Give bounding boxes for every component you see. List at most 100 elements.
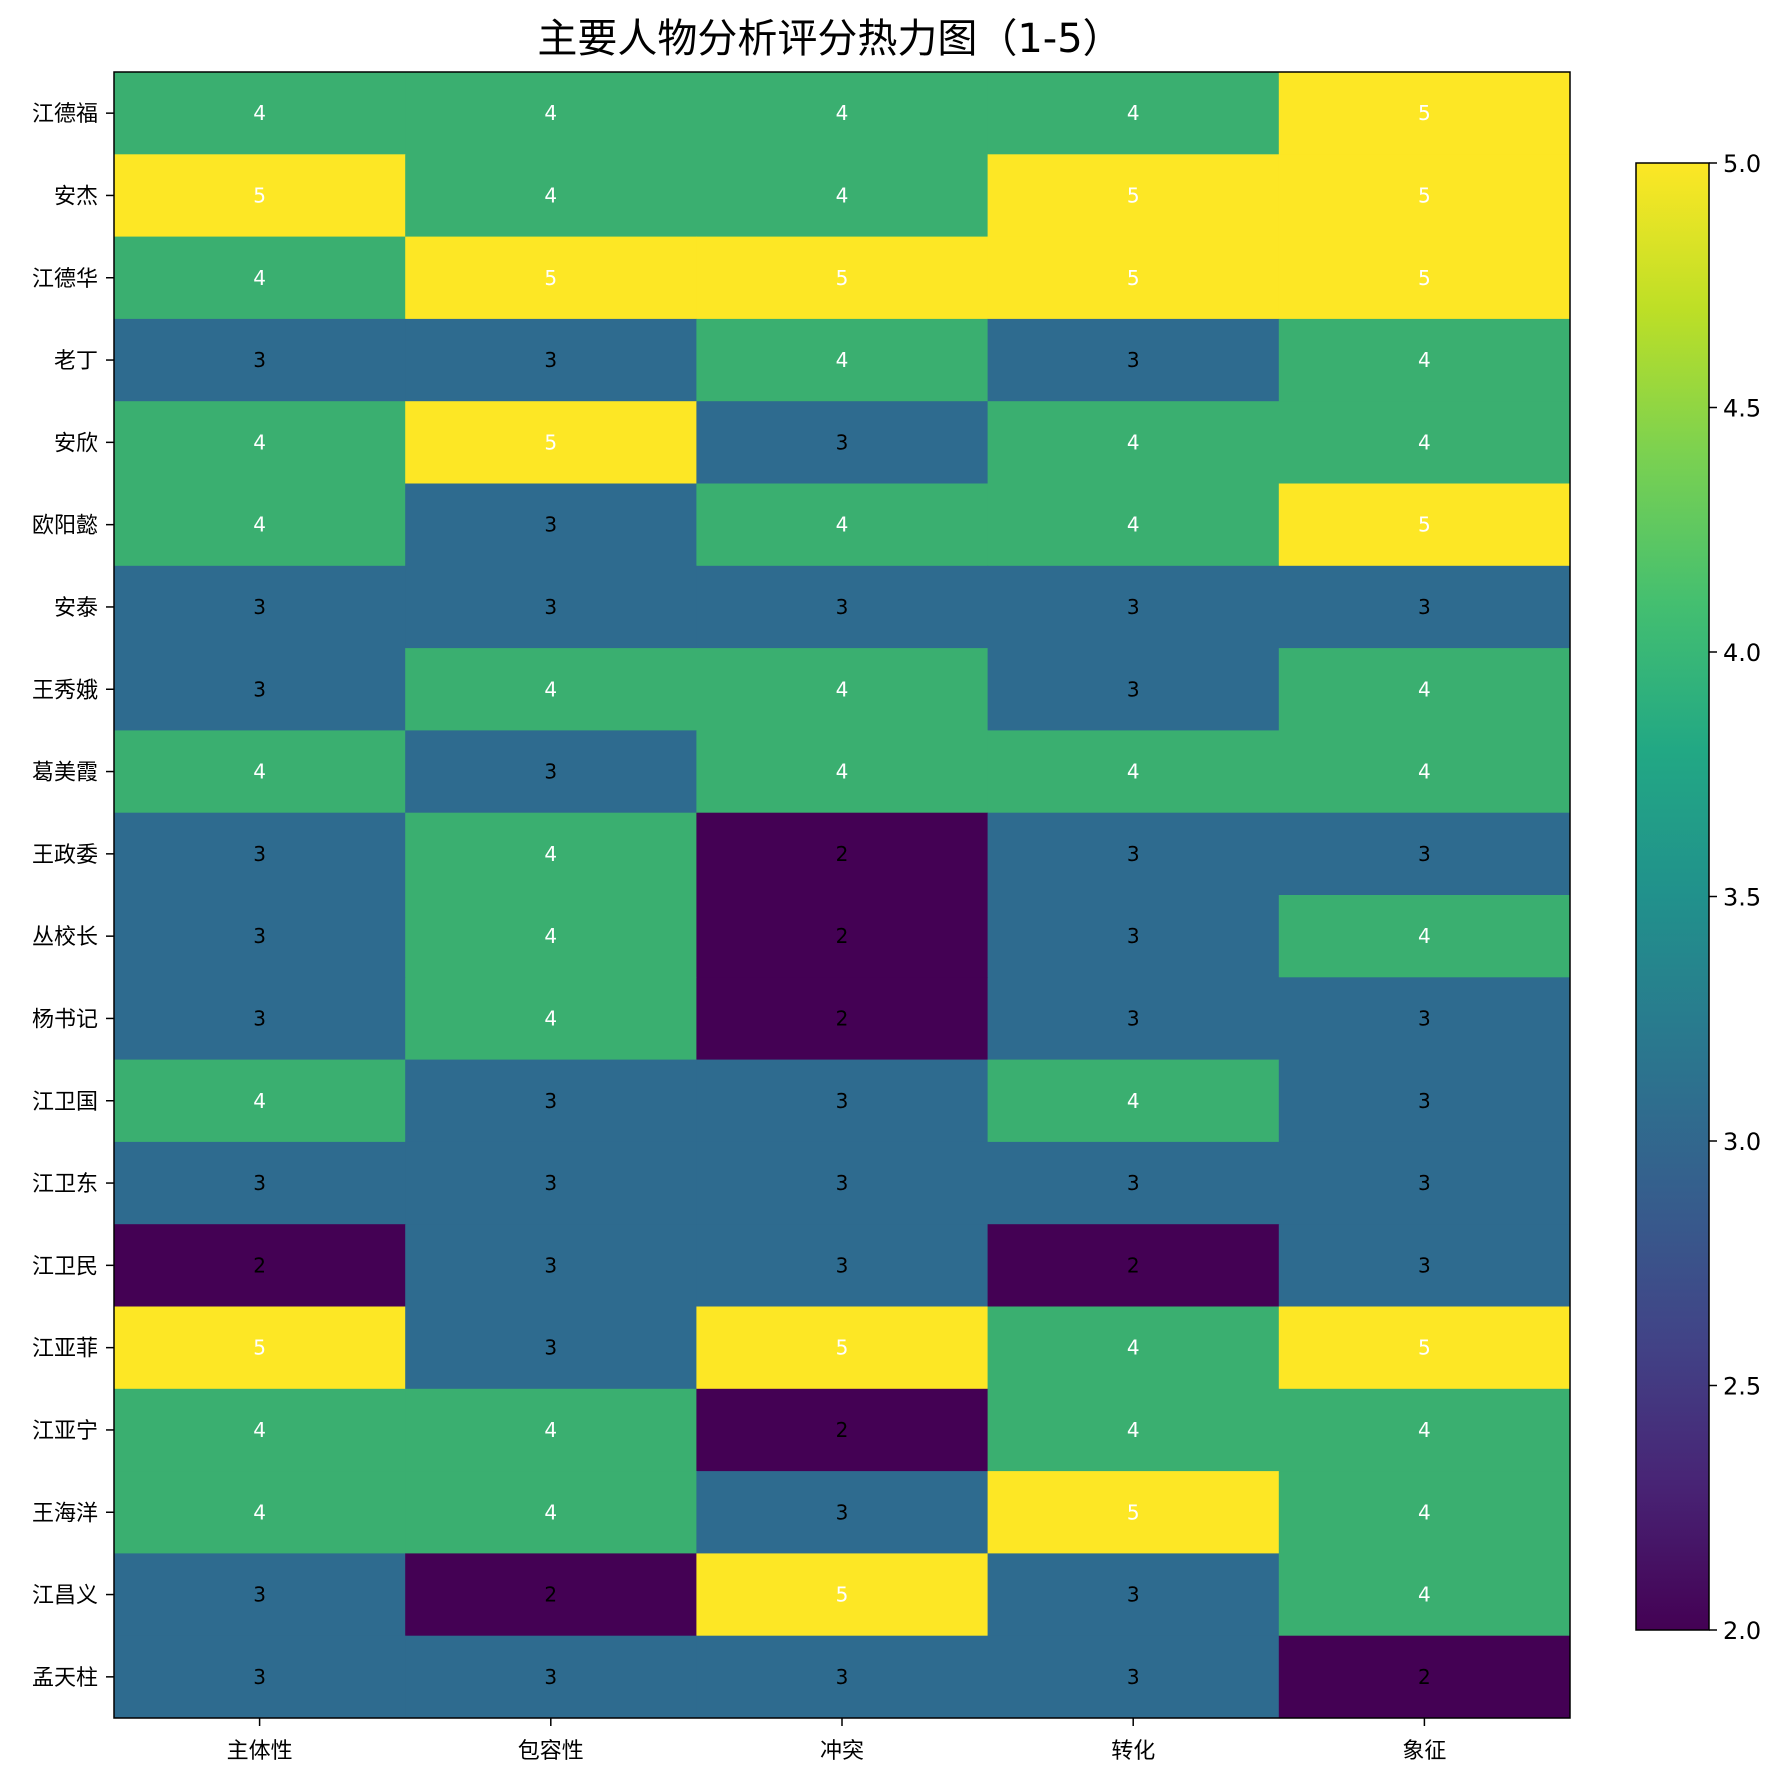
heatmap-cell [987,1059,1280,1143]
heatmap-cell [987,895,1280,978]
heatmap-cell [696,648,989,731]
cell-value-label: 3 [1127,1006,1140,1030]
cell-value-label: 4 [1127,760,1140,784]
cell-value-label: 5 [1127,183,1140,207]
y-tick-label: 孟天柱 [32,1666,98,1691]
cell-value-label: 4 [544,924,557,948]
cell-value-label: 3 [253,1665,266,1689]
cell-value-label: 3 [544,760,557,784]
colorbar-tick-label: 2.0 [1723,1617,1761,1645]
cell-value-label: 4 [253,266,266,290]
cell-value-label: 3 [836,1089,849,1113]
cell-value-label: 3 [836,1665,849,1689]
cell-value-label: 2 [836,842,849,866]
heatmap-cell [405,648,697,731]
colorbar: 2.0 2.5 3.0 3.5 4.0 4.5 5.0 [1635,150,1761,1645]
heatmap-cell [987,1306,1280,1390]
heatmap-cell [696,812,989,896]
cell-value-label: 3 [253,1006,266,1030]
cell-value-label: 4 [1127,1089,1140,1113]
cell-value-label: 4 [1418,677,1431,701]
cell-value-label: 5 [1127,266,1140,290]
cell-value-label: 2 [1127,1253,1140,1277]
heatmap-cell [405,1471,697,1554]
heatmap-cell [405,1306,697,1390]
heatmap-cell [696,483,989,567]
cell-value-label: 3 [1127,924,1140,948]
heatmap-cell [405,812,697,896]
cell-value-label: 4 [253,430,266,454]
heatmap-cell [987,1388,1280,1472]
cell-value-label: 4 [836,760,849,784]
heatmap-cell [114,565,406,649]
cell-value-label: 3 [1418,595,1431,619]
cell-value-label: 2 [253,1253,266,1277]
heatmap-cell [1278,895,1571,978]
cell-value-label: 3 [1418,1253,1431,1277]
heatmap-cell [114,1635,406,1719]
cell-value-label: 3 [1418,1171,1431,1195]
cell-value-label: 5 [1418,1336,1431,1360]
cell-value-label: 3 [1418,1089,1431,1113]
heatmap-cell [1278,401,1571,484]
cell-value-label: 4 [1127,1336,1140,1360]
cell-value-label: 3 [1127,348,1140,372]
cell-value-label: 3 [253,1583,266,1607]
heatmap-cell [405,154,697,238]
cell-value-label: 2 [836,924,849,948]
heatmap-cell [1278,318,1571,402]
heatmap-cell [1278,1388,1571,1472]
cell-value-label: 5 [836,266,849,290]
cell-value-label: 5 [253,183,266,207]
colorbar-ticks: 2.0 2.5 3.0 3.5 4.0 4.5 5.0 [1709,150,1761,1645]
y-tick-label: 丛校长 [32,925,98,950]
y-tick-label: 江亚菲 [32,1337,98,1362]
cell-value-label: 2 [544,1583,557,1607]
heatmap-cell [405,1553,697,1637]
heatmap-cell [114,72,406,155]
colorbar-tick-label: 2.5 [1723,1373,1761,1401]
cell-value-label: 4 [544,1418,557,1442]
cell-value-label: 3 [1127,595,1140,619]
heatmap-cell [114,1059,406,1143]
heatmap-cell [114,1471,406,1554]
heatmap-cells [114,72,1571,1719]
heatmap-cell [987,318,1280,402]
heatmap-cell [987,1553,1280,1637]
y-tick-label: 欧阳懿 [32,514,98,539]
heatmap-cell [987,1471,1280,1554]
y-tick-label: 江卫东 [32,1172,98,1197]
cell-value-label: 3 [544,1089,557,1113]
heatmap-cell [987,1224,1280,1307]
heatmap-cell [405,1224,697,1307]
y-tick-label: 江昌义 [32,1584,98,1609]
heatmap-cell [1278,483,1571,567]
heatmap-cell [696,1141,989,1225]
cell-value-label: 3 [253,595,266,619]
heatmap-cell [987,977,1280,1061]
heatmap-cell [987,401,1280,484]
heatmap-cell [114,1224,406,1307]
cell-value-label: 4 [1418,760,1431,784]
colorbar-tick-label: 3.5 [1723,884,1761,912]
cell-value-label: 4 [1127,101,1140,125]
heatmap-cell [1278,977,1571,1061]
heatmap-cell [696,1553,989,1637]
y-tick-label: 安泰 [54,596,98,621]
colorbar-tick-label: 4.5 [1723,395,1761,423]
heatmap-cell [696,730,989,814]
cell-value-label: 3 [1127,1171,1140,1195]
heatmap-cell [405,318,697,402]
cell-value-label: 5 [253,1336,266,1360]
cell-value-label: 5 [836,1336,849,1360]
heatmap-cell [696,1224,989,1307]
heatmap-cell [114,977,406,1061]
x-tick-label: 包容性 [518,1739,584,1764]
cell-value-label: 4 [253,760,266,784]
heatmap-cell [114,483,406,567]
cell-value-label: 5 [544,430,557,454]
heatmap-cell [405,401,697,484]
y-tick-label: 王海洋 [32,1501,98,1526]
cell-value-label: 5 [1418,513,1431,537]
heatmap-cell [405,483,697,567]
